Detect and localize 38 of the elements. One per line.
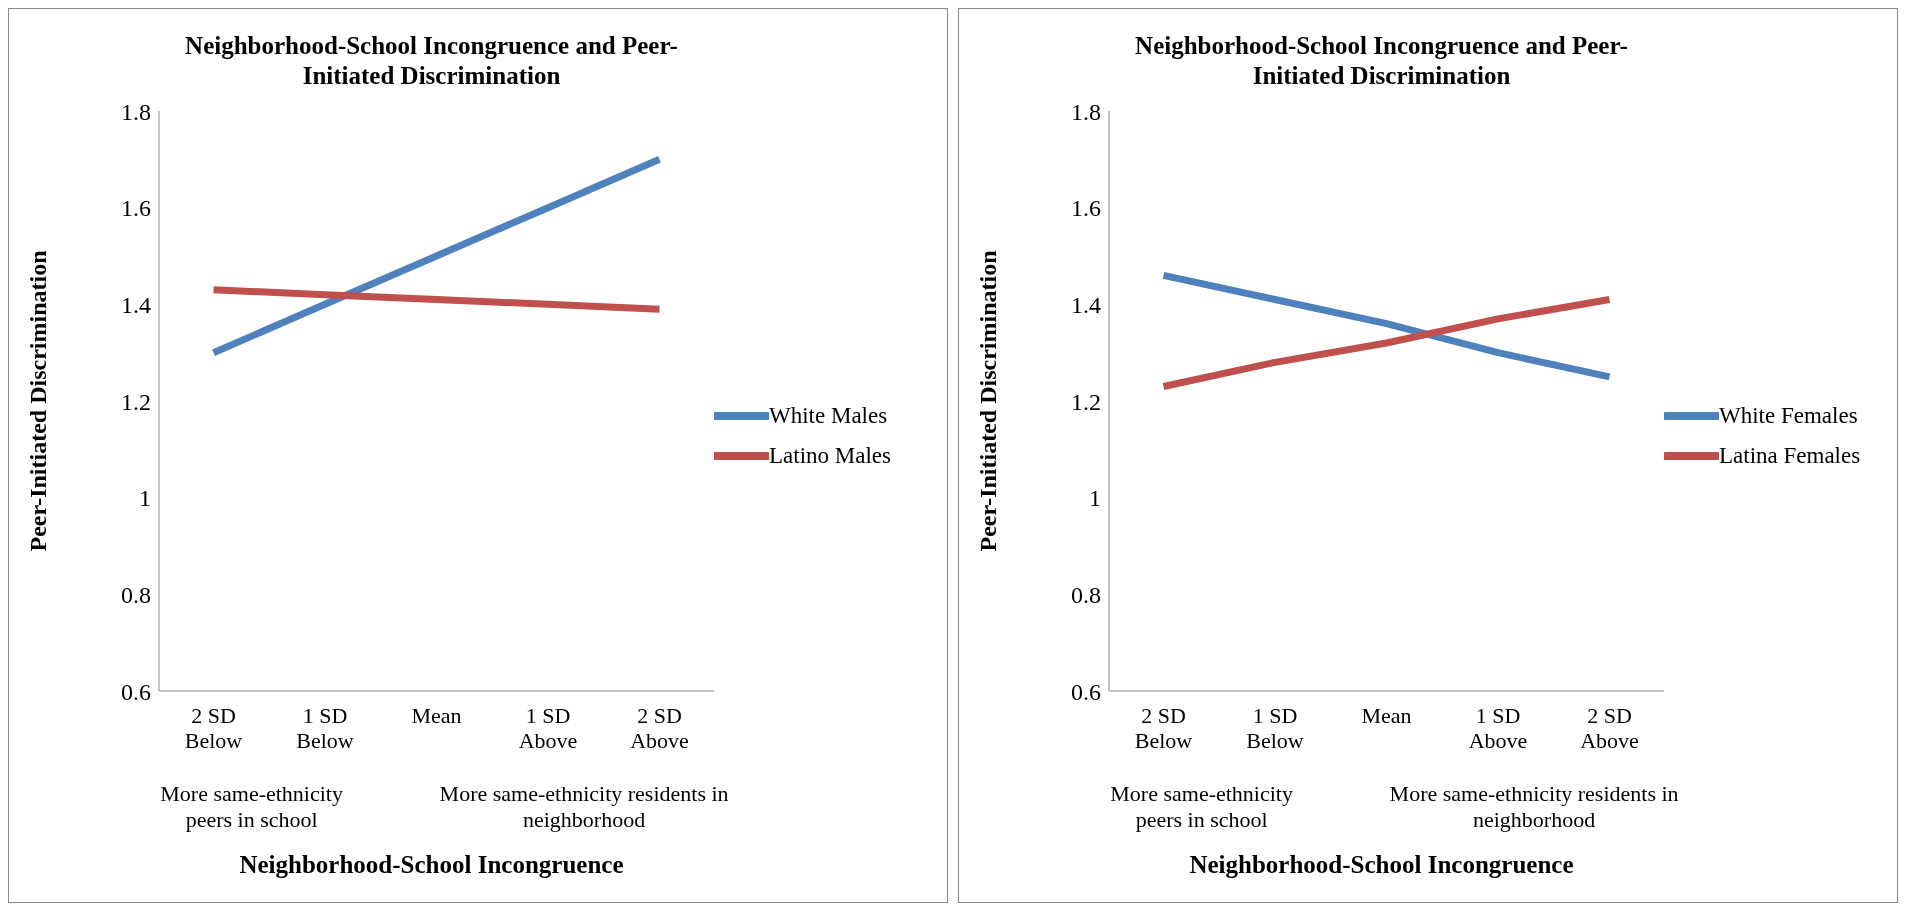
y-tick-label: 1.6 xyxy=(121,195,151,222)
legend-label: White Females xyxy=(1719,402,1858,430)
x-tick-label: Mean xyxy=(411,703,462,728)
legend-label: White Males xyxy=(769,402,888,430)
chart-title: Neighborhood-School Incongruence and Peer-Initiated Discrimination xyxy=(1134,31,1629,91)
y-tick-label: 1.2 xyxy=(1071,388,1101,415)
y-tick-label: 1.2 xyxy=(121,388,151,415)
y-axis-title: Peer-Initiated Discrimination xyxy=(974,250,1001,552)
x-tick-label: 1 SD Above xyxy=(518,703,578,753)
x-axis-title: Neighborhood-School Incongruence xyxy=(1188,851,1575,879)
legend-label: Latina Females xyxy=(1719,442,1861,470)
y-tick-label: 1.4 xyxy=(121,291,151,318)
x-tick-label: Mean xyxy=(1361,703,1412,728)
y-tick-label: 1.8 xyxy=(1071,98,1101,125)
x-tick-label: 2 SD Below xyxy=(184,703,243,753)
text: More same-ethnicity peers in school xyxy=(1109,781,1294,833)
x-axis-title: Neighborhood-School Incongruence xyxy=(238,851,625,879)
y-tick-label: 0.6 xyxy=(121,678,151,705)
y-tick-label: 0.8 xyxy=(1071,581,1101,608)
text: More same-ethnicity residents in neighborhood xyxy=(1388,781,1680,833)
y-tick-label: 1.6 xyxy=(1071,195,1101,222)
x-tick-label: 2 SD Below xyxy=(1134,703,1193,753)
y-tick-label: 0.6 xyxy=(1071,678,1101,705)
x-tick-label: 1 SD Above xyxy=(1468,703,1528,753)
y-tick-label: 1.8 xyxy=(121,98,151,125)
y-tick-label: 1 xyxy=(139,485,151,512)
y-tick-label: 1.4 xyxy=(1071,291,1101,318)
y-axis-title: Peer-Initiated Discrimination xyxy=(24,250,51,552)
x-tick-label: 1 SD Below xyxy=(1246,703,1304,753)
chart-title: Neighborhood-School Incongruence and Peer-Initiated Discrimination xyxy=(184,31,679,91)
y-tick-label: 1 xyxy=(1089,485,1101,512)
x-tick-label: 1 SD Below xyxy=(296,703,354,753)
text: More same-ethnicity residents in neighborhood xyxy=(438,781,730,833)
legend-label: Latino Males xyxy=(769,442,891,470)
text: More same-ethnicity peers in school xyxy=(159,781,344,833)
x-tick-label: 2 SD Above xyxy=(630,703,689,753)
y-tick-label: 0.8 xyxy=(121,581,151,608)
x-tick-label: 2 SD Above xyxy=(1580,703,1639,753)
